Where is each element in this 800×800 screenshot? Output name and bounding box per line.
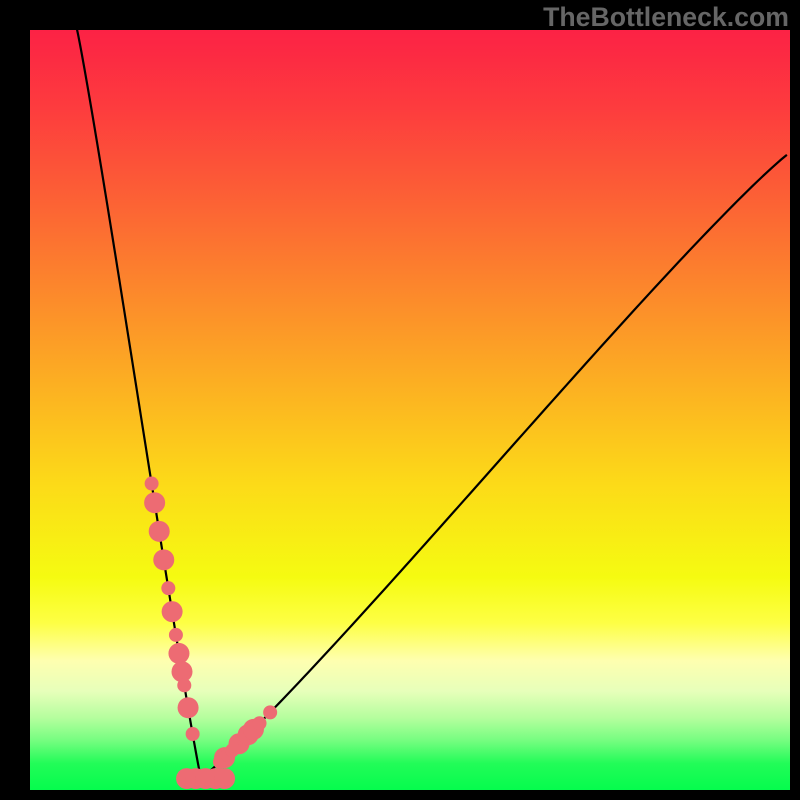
watermark-text: TheBottleneck.com — [543, 2, 789, 33]
marker-dot — [145, 477, 159, 491]
marker-dot — [263, 705, 277, 719]
marker-dot — [162, 601, 183, 622]
marker-dot — [149, 521, 170, 542]
marker-dot — [186, 727, 200, 741]
marker-dot — [168, 643, 189, 664]
marker-dot — [253, 716, 267, 730]
marker-dot — [214, 768, 235, 789]
marker-dot — [178, 697, 199, 718]
marker-dot — [144, 492, 165, 513]
marker-dot — [169, 628, 183, 642]
plot-area — [30, 30, 790, 790]
marker-dot — [177, 678, 191, 692]
chart-root: TheBottleneck.com — [0, 0, 800, 800]
data-markers — [30, 30, 790, 790]
marker-dot — [161, 581, 175, 595]
marker-dot — [153, 549, 174, 570]
